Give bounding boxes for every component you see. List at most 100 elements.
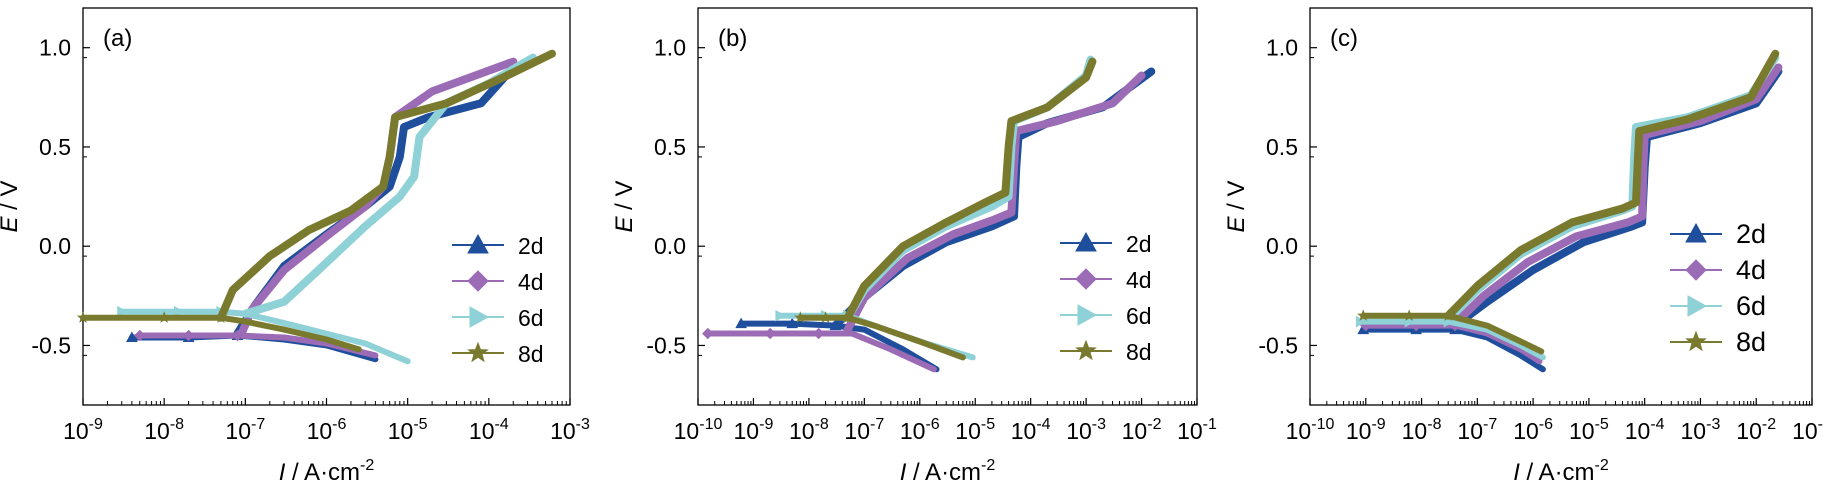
plot-frame <box>697 7 1198 406</box>
curve-anodic <box>1451 63 1783 328</box>
panel-label: (c) <box>1330 25 1358 52</box>
series-6d <box>1355 53 1780 361</box>
y-tick-label: 0.0 <box>654 233 686 259</box>
x-tick-exponent: -10 <box>1311 416 1334 433</box>
x-tick-label: 10-6 <box>307 416 347 444</box>
y-tick-label: 0.5 <box>654 134 686 160</box>
data-point-marker <box>812 327 825 340</box>
legend: 2d 4d 6d 8d <box>1670 219 1766 357</box>
legend-marker-triangle-right <box>1077 304 1098 326</box>
data-point-marker <box>126 331 138 343</box>
legend-label: 6d <box>1736 291 1766 321</box>
legend-marker-triangle-right <box>469 306 490 328</box>
y-axis-symbol: E <box>0 216 23 233</box>
legend: 2d 4d 6d 8d <box>452 233 544 367</box>
y-tick-label: 0.5 <box>39 134 71 160</box>
data-point-marker <box>76 311 90 323</box>
data-point-marker <box>182 329 195 342</box>
x-tick-exponent: -4 <box>1036 416 1050 433</box>
y-tick-label: 0.0 <box>39 233 71 259</box>
y-tick-label: 0.5 <box>1266 134 1298 160</box>
legend-label: 4d <box>1126 267 1152 293</box>
x-tick-exponent: -10 <box>699 416 722 433</box>
legend-marker-star <box>1685 330 1707 352</box>
legend-label: 2d <box>1126 231 1152 257</box>
curve-cathodic <box>797 314 966 361</box>
x-tick-exponent: -8 <box>170 416 184 433</box>
x-tick-label: 10-2 <box>1122 416 1162 444</box>
x-tick-exponent: -2 <box>1147 416 1161 433</box>
x-tick-label: 10-2 <box>1736 416 1776 444</box>
x-axis-unit-exponent: -2 <box>360 457 374 474</box>
chart-panel-2: 10-10 10-9 10-8 10-7 10-6 10-5 10-4 10-3 10-2 10-… <box>611 7 1217 486</box>
x-tick-label: 10-7 <box>844 416 884 444</box>
legend-marker-triangle-up <box>1685 222 1707 243</box>
x-tick-label: 10-1 <box>1177 416 1217 444</box>
x-axis-unit-exponent: -2 <box>981 457 995 474</box>
x-tick-exponent: -9 <box>759 416 773 433</box>
curve-anodic <box>1444 53 1780 324</box>
x-tick-exponent: -7 <box>870 416 884 433</box>
curve-anodic <box>843 57 1097 322</box>
x-axis-unit: / A·cm <box>1520 459 1595 486</box>
x-tick-label: 10-5 <box>388 416 428 444</box>
x-tick-label: 10-9 <box>63 416 103 444</box>
legend-marker-triangle-right <box>1687 295 1708 317</box>
x-tick-label: 10-6 <box>1513 416 1553 444</box>
legend-marker-diamond <box>467 270 489 292</box>
x-tick-label: 10-10 <box>674 416 723 444</box>
legend: 2d 4d 6d 8d <box>1060 231 1152 365</box>
legend-marker-triangle-up <box>1075 231 1097 252</box>
x-axis-unit: / A·cm <box>906 459 981 486</box>
x-tick-exponent: -8 <box>1427 416 1441 433</box>
data-point-marker <box>819 311 832 323</box>
chart-panel-3: 10-10 10-9 10-8 10-7 10-6 10-5 10-4 10-3 10-2 10-… <box>1223 7 1823 486</box>
series-6d <box>775 55 1095 361</box>
curve-cathodic <box>1357 318 1546 361</box>
data-point-marker <box>735 317 747 329</box>
x-axis-symbol: I <box>279 459 286 486</box>
legend-marker-star <box>467 341 489 363</box>
x-tick-exponent: -9 <box>1371 416 1385 433</box>
y-axis-unit: / V <box>611 180 638 216</box>
x-tick-label: 10-8 <box>789 416 829 444</box>
data-point-marker <box>775 309 786 322</box>
data-point-marker <box>786 317 799 329</box>
x-tick-label: 10-8 <box>144 416 184 444</box>
y-axis-title: E / V <box>0 180 23 232</box>
x-tick-exponent: -6 <box>332 416 346 433</box>
panel-label: (a) <box>103 25 132 52</box>
y-tick-label: -0.5 <box>1258 332 1298 358</box>
data-point-marker <box>134 329 146 342</box>
legend-label: 4d <box>518 269 544 295</box>
data-point-marker <box>764 327 776 340</box>
y-axis-unit: / V <box>1223 180 1250 216</box>
data-point-marker <box>794 311 807 323</box>
legend-marker-diamond <box>1075 268 1097 290</box>
series-8d <box>76 49 556 353</box>
data-point-marker <box>1357 309 1370 321</box>
x-tick-label: 10-7 <box>225 416 265 444</box>
data-point-marker <box>1403 309 1416 321</box>
x-axis-title: I / A·cm-2 <box>279 457 375 486</box>
series-8d <box>794 57 1097 361</box>
x-tick-exponent: -4 <box>1650 416 1664 433</box>
y-axis-title: E / V <box>611 180 638 232</box>
x-tick-exponent: -6 <box>1539 416 1553 433</box>
series-8d <box>1357 49 1780 355</box>
x-tick-exponent: -9 <box>89 416 103 433</box>
x-tick-label: 10-7 <box>1457 416 1497 444</box>
data-point-marker <box>117 305 128 318</box>
x-tick-exponent: -7 <box>251 416 265 433</box>
curve-cathodic <box>1360 312 1545 355</box>
curve-anodic <box>843 71 1146 334</box>
x-tick-exponent: -3 <box>576 416 590 433</box>
x-tick-exponent: -1 <box>1818 416 1823 433</box>
panel-label: (b) <box>718 25 747 52</box>
x-tick-label: 10-10 <box>1286 416 1335 444</box>
x-tick-label: 10-9 <box>1346 416 1386 444</box>
y-tick-label: 1.0 <box>654 35 686 61</box>
x-axis-unit-exponent: -2 <box>1595 457 1609 474</box>
x-tick-label: 10-1 <box>1792 416 1823 444</box>
